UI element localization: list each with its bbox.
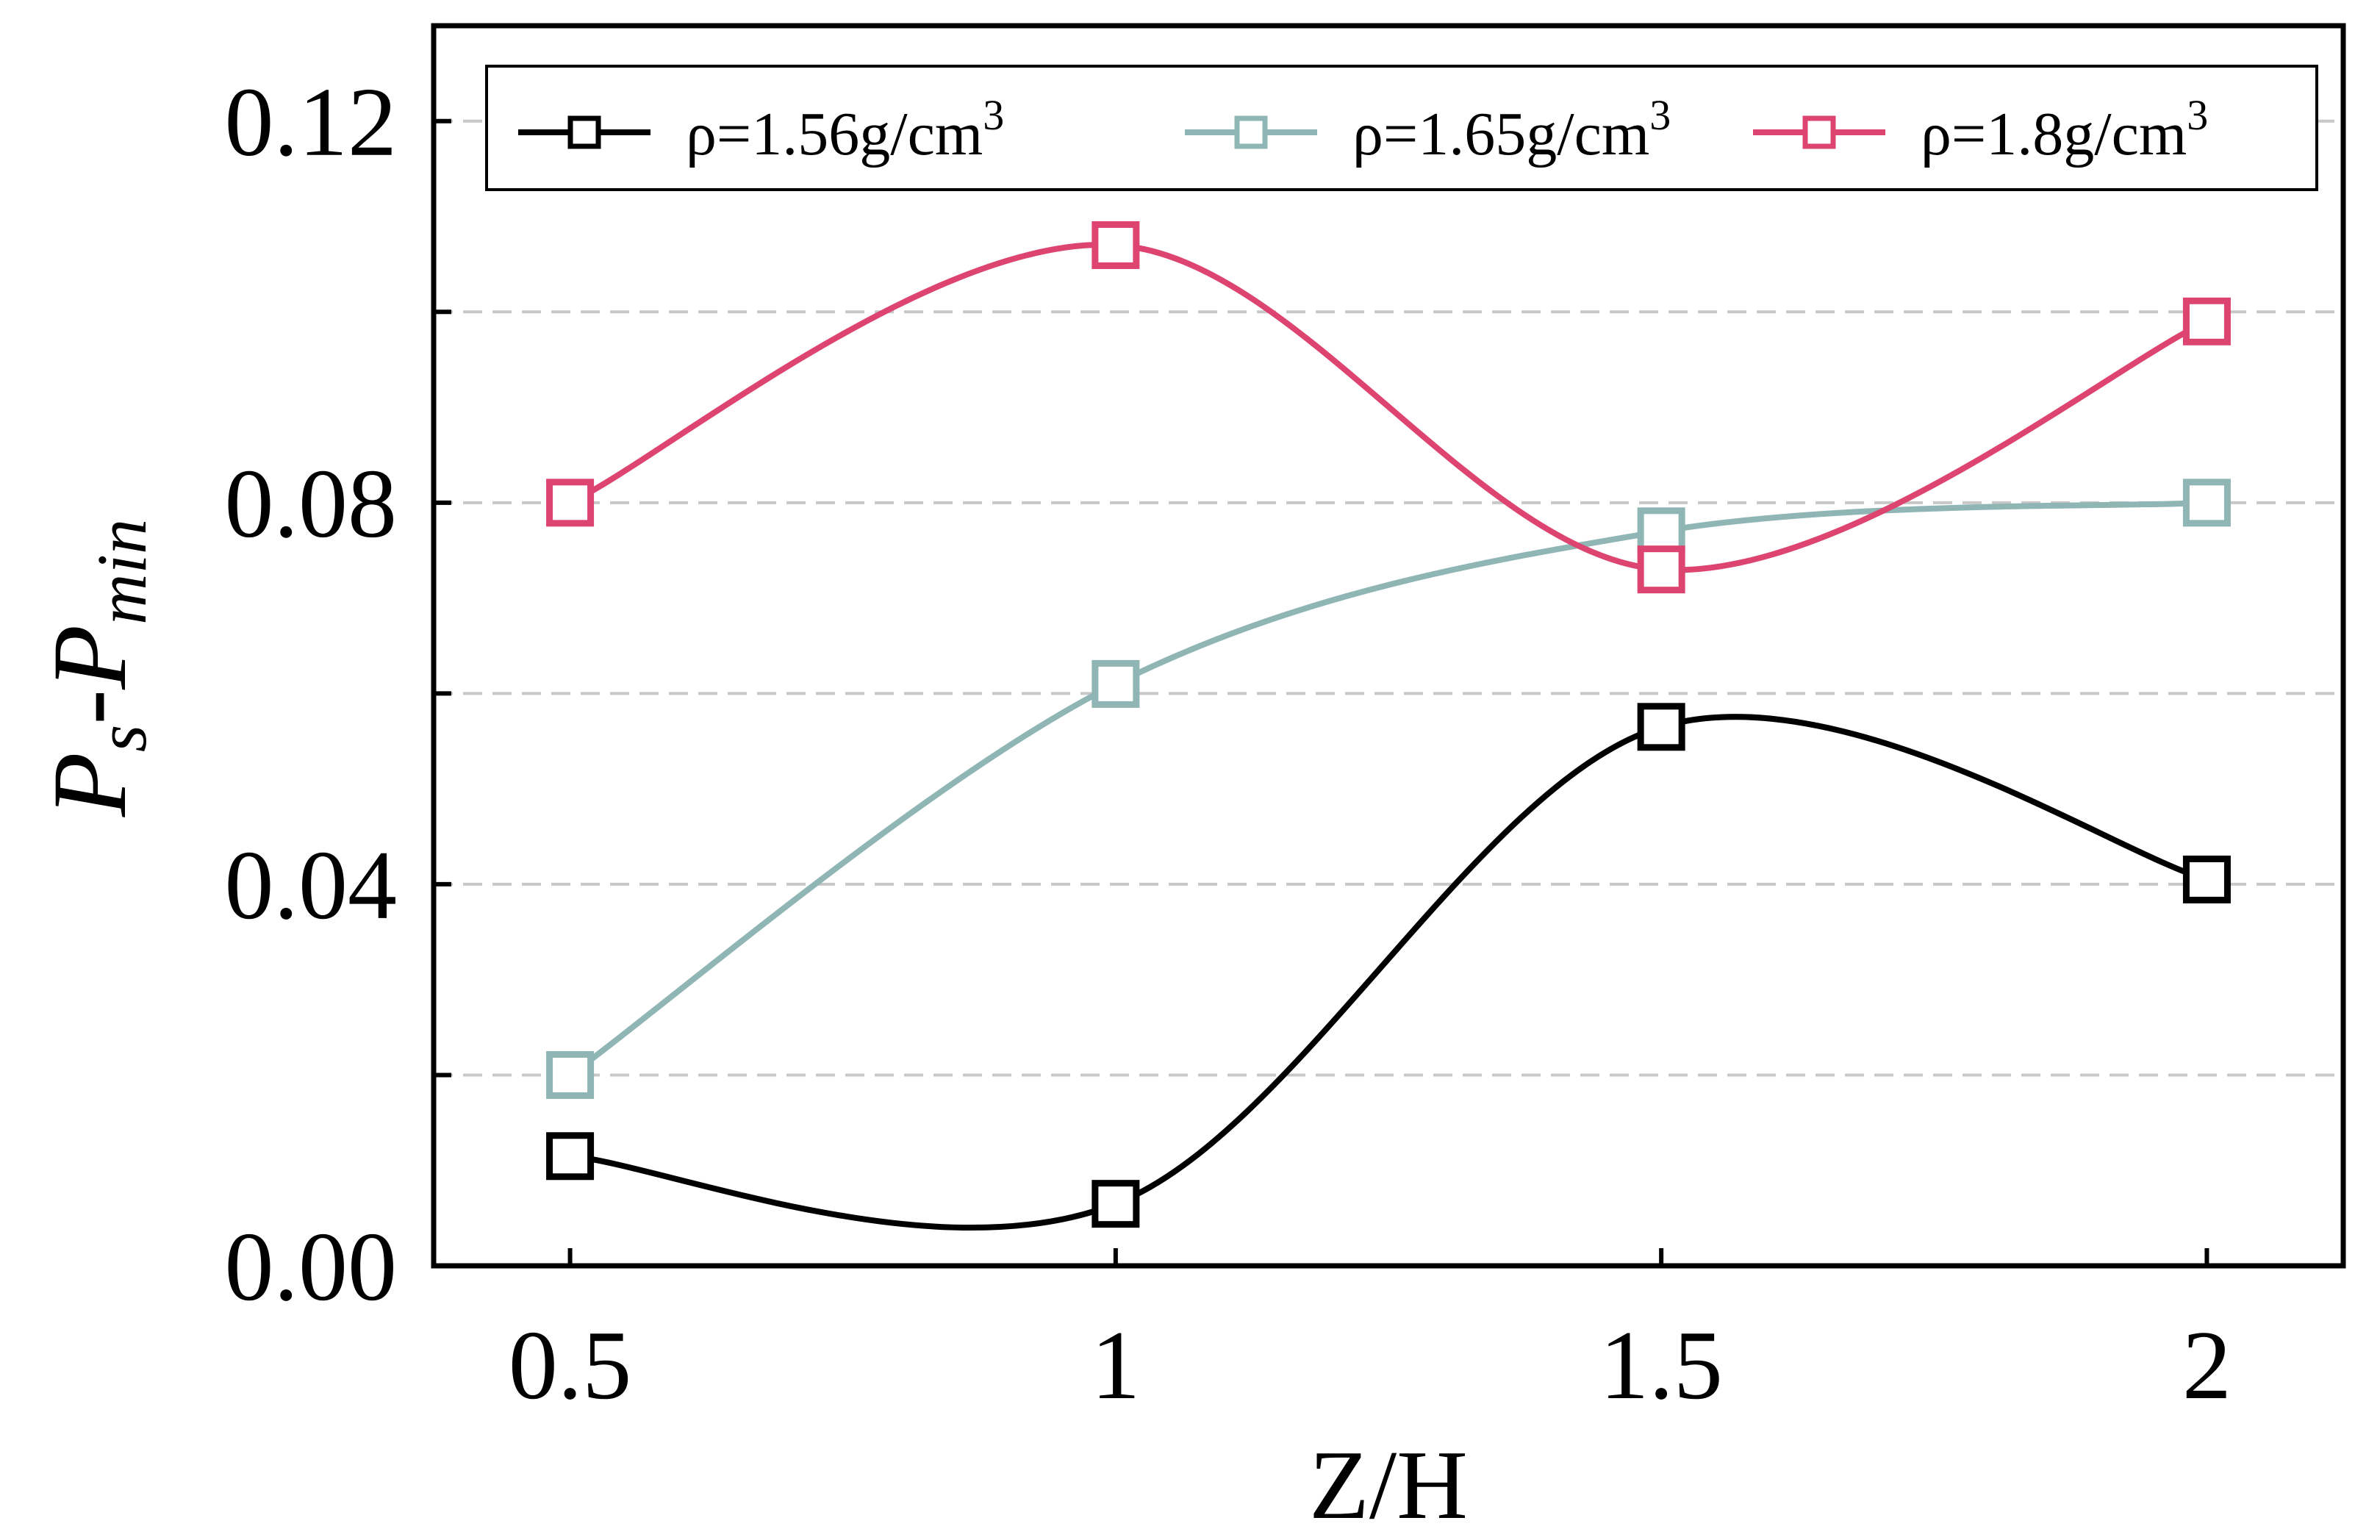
legend-marker-2	[1234, 115, 1268, 149]
data-point-series-1	[546, 1132, 595, 1181]
legend-label-text: ρ=1.8g/cm	[1921, 100, 2187, 168]
series-markers	[546, 221, 2231, 1228]
data-point-series-3	[546, 479, 595, 527]
series-line-1	[570, 714, 2208, 1231]
x-axis-title: Z/H	[1309, 1430, 1468, 1539]
x-tick-label: 0.5	[509, 1311, 632, 1419]
series-line-3	[568, 242, 2209, 573]
data-point-series-1	[1092, 1180, 1140, 1228]
y-axis-title-mid: -P	[32, 625, 148, 725]
y-tick-label: 0.08	[225, 449, 398, 558]
y-axis-title: Ps-Pmin	[32, 519, 161, 817]
legend-box	[485, 65, 2318, 191]
y-axis-title-sub1: s	[82, 725, 161, 752]
y-tick-label: 0.00	[225, 1212, 398, 1321]
data-point-series-3	[2182, 297, 2231, 345]
gridlines	[434, 119, 2343, 1077]
legend-label-3: ρ=1.8g/cm3	[1921, 91, 2208, 168]
axes: 0.00 0.04 0.08 0.12 0.5 1 1.5 2	[225, 68, 2232, 1419]
data-point-series-2	[1092, 659, 1140, 708]
data-point-series-2	[2182, 479, 2231, 527]
x-tick-label: 2	[2182, 1311, 2232, 1419]
legend-marker-3	[1802, 115, 1836, 149]
legend-label-sup: 3	[1649, 91, 1671, 139]
y-axis-title-sub2: min	[82, 519, 161, 625]
legend-label-1: ρ=1.56g/cm3	[686, 91, 1004, 168]
legend-label-text: ρ=1.56g/cm	[686, 100, 983, 168]
data-point-series-2	[546, 1050, 595, 1099]
data-point-series-3	[1092, 221, 1140, 269]
series-line-2	[568, 499, 2207, 1078]
legend-marker-1	[567, 115, 601, 149]
x-tick-label: 1	[1091, 1311, 1140, 1419]
data-point-series-3	[1637, 545, 1685, 594]
y-axis-title-main: P	[32, 752, 148, 817]
series-lines	[568, 242, 2209, 1231]
legend: ρ=1.56g/cm3 ρ=1.65g/cm3 ρ=1.8g/cm3	[485, 65, 2318, 191]
y-tick-label: 0.12	[225, 68, 398, 176]
data-point-series-1	[2182, 855, 2231, 903]
legend-label-sup: 3	[2187, 91, 2208, 139]
y-tick-label: 0.04	[225, 831, 398, 939]
plot-frame	[431, 23, 2346, 1269]
x-tick-label: 1.5	[1599, 1311, 1723, 1419]
data-point-series-1	[1637, 703, 1685, 751]
legend-label-text: ρ=1.65g/cm	[1352, 100, 1649, 168]
legend-label-sup: 3	[983, 91, 1004, 139]
legend-label-2: ρ=1.65g/cm3	[1352, 91, 1671, 168]
